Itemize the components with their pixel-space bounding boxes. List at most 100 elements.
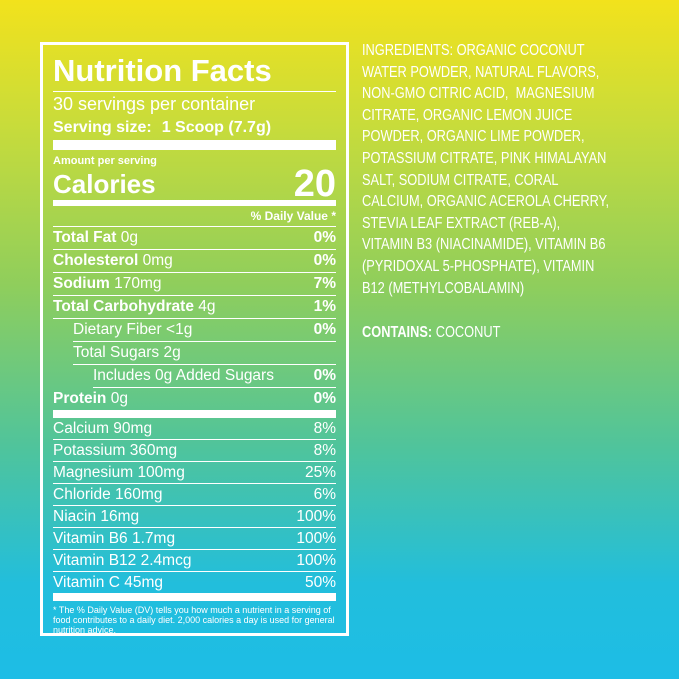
nutrient-name: Vitamin B6 xyxy=(53,529,128,547)
nutrient-row: Calcium 90mg 8% xyxy=(53,418,336,440)
ingredient-line: INGREDIENTS: ORGANIC COCONUT xyxy=(362,42,585,59)
daily-value: 0% xyxy=(313,390,336,407)
nutrient-text: Vitamin B12 2.4mcg xyxy=(53,552,191,570)
daily-value: 0% xyxy=(313,367,336,384)
nutrient-row: Vitamin B6 1.7mg 100% xyxy=(53,528,336,550)
nutrient-name: Total Sugars xyxy=(73,344,160,361)
serving-size-row: Serving size: 1 Scoop (7.7g) xyxy=(53,116,336,140)
nutrient-row: Cholesterol 0mg 0% xyxy=(53,250,336,273)
nutrient-name: Cholesterol xyxy=(53,252,139,269)
nutrient-name: Potassium xyxy=(53,441,126,459)
nutrient-name: Calcium xyxy=(53,419,109,437)
daily-value: 7% xyxy=(313,275,336,292)
nutrient-amount: 2.4mcg xyxy=(140,551,192,569)
daily-value: 6% xyxy=(313,485,336,503)
serving-size-label: Serving size: xyxy=(53,119,152,136)
contains-row: CONTAINS: COCONUT xyxy=(362,322,679,344)
daily-value: 0% xyxy=(313,229,336,246)
nutrient-name: Includes 0g Added Sugars xyxy=(93,367,274,384)
nutrient-amount: 160mg xyxy=(115,485,163,503)
nutrient-amount: 90mg xyxy=(113,419,153,437)
daily-value: 100% xyxy=(296,551,336,569)
ingredients: INGREDIENTS: ORGANIC COCONUT WATER POWDER… xyxy=(362,40,679,344)
thick-rule xyxy=(53,140,336,150)
nutrient-amount: 100mg xyxy=(137,463,185,481)
nutrient-text: Includes 0g Added Sugars xyxy=(93,367,274,385)
amount-per-serving: Amount per serving xyxy=(53,155,157,167)
calories-row: Calories 20 xyxy=(53,163,336,205)
nutrient-text: Magnesium 100mg xyxy=(53,464,185,482)
nutrient-amount: 360mg xyxy=(129,441,178,459)
daily-value: 50% xyxy=(304,573,336,591)
nutrient-amount: 45mg xyxy=(124,573,163,591)
nutrient-text: Protein 0g xyxy=(53,390,128,408)
nutrient-row: Sodium 170mg 7% xyxy=(53,273,336,296)
contains-value: COCONUT xyxy=(435,324,501,342)
nutrient-text: Sodium 170mg xyxy=(53,275,162,293)
nutrient-amount: 2g xyxy=(163,344,181,361)
ingredient-line: NON-GMO CITRIC ACID, MAGNESIUM xyxy=(362,85,595,103)
medium-rule xyxy=(53,200,336,206)
nutrient-text: Dietary Fiber <1g xyxy=(73,321,192,339)
nutrient-text: Niacin 16mg xyxy=(53,508,139,526)
thick-rule xyxy=(53,593,336,601)
nutrient-amount: 0g xyxy=(120,229,138,246)
nutrient-rows: Total Fat 0g 0% Cholesterol 0mg 0% Sodium 17… xyxy=(53,227,336,410)
nutrient-name: Chloride xyxy=(53,485,111,503)
nutrient-text: Total Fat 0g xyxy=(53,229,138,247)
nutrient-text: Chloride 160mg xyxy=(53,486,162,504)
nutrient-row: Total Carbohydrate 4g 1% xyxy=(53,296,336,319)
nutrient-text: Cholesterol 0mg xyxy=(53,252,173,270)
nutrient-amount: 170mg xyxy=(114,275,162,292)
nutrient-amount: 0mg xyxy=(142,252,173,269)
nutrient-name: Dietary Fiber xyxy=(73,321,162,338)
ingredient-line: VITAMIN B3 (NIACINAMIDE), VITAMIN B6 xyxy=(362,236,606,254)
nutrient-text: Vitamin C 45mg xyxy=(53,574,163,592)
daily-value: 0% xyxy=(313,321,336,338)
nutrient-amount: 0g xyxy=(110,390,128,407)
serving-size: 1 Scoop (7.7g) xyxy=(161,119,272,136)
calories-label: Calories xyxy=(53,168,156,199)
ingredient-line: (PYRIDOXAL 5-PHOSPHATE), VITAMIN xyxy=(362,257,595,275)
nutrient-row: Protein 0g 0% xyxy=(53,388,336,410)
daily-value-header: % Daily Value * xyxy=(53,206,336,227)
nutrient-name: Niacin xyxy=(53,507,97,525)
nutrition-label: Nutrition Facts 30 servings per containe… xyxy=(40,42,349,636)
ingredient-line: STEVIA LEAF EXTRACT (REB-A), xyxy=(362,214,561,232)
nutrient-row: Dietary Fiber <1g 0% xyxy=(73,319,336,342)
nutrient-name: Vitamin B12 xyxy=(53,551,137,569)
nutrient-amount: 1.7mg xyxy=(131,529,176,547)
nutrient-name: Magnesium xyxy=(53,463,134,481)
nutrient-row: Total Fat 0g 0% xyxy=(53,227,336,250)
label-title: Nutrition Facts xyxy=(53,51,336,92)
nutrient-row: Total Sugars 2g xyxy=(73,342,336,365)
nutrient-name: Protein xyxy=(53,390,107,407)
ingredient-line: WATER POWDER, NATURAL FLAVORS, xyxy=(362,63,600,81)
daily-value: 25% xyxy=(304,463,336,481)
nutrient-text: Vitamin B6 1.7mg xyxy=(53,530,175,548)
nutrient-name: Sodium xyxy=(53,275,110,292)
nutrient-row: Magnesium 100mg 25% xyxy=(53,462,336,484)
footnote: * The % Daily Value (DV) tells you how m… xyxy=(53,605,335,635)
ingredient-line: POTASSIUM CITRATE, PINK HIMALAYAN xyxy=(362,149,607,167)
ingredient-line: B12 (METHYLCOBALAMIN) xyxy=(362,279,525,297)
nutrient-amount: 16mg xyxy=(100,507,140,525)
nutrient-text: Potassium 360mg xyxy=(53,442,177,460)
daily-value: 100% xyxy=(296,529,336,547)
ingredient-lines: INGREDIENTS: ORGANIC COCONUT WATER POWDER… xyxy=(362,40,679,299)
nutrient-amount: 4g xyxy=(198,298,216,315)
daily-value: 100% xyxy=(296,507,336,525)
ingredient-line: POWDER, ORGANIC LIME POWDER, xyxy=(362,128,585,146)
ingredient-line: SALT, SODIUM CITRATE, CORAL xyxy=(362,171,559,189)
daily-value: 8% xyxy=(313,441,336,459)
nutrient-text: Total Sugars 2g xyxy=(73,344,181,362)
nutrient-row: Vitamin B12 2.4mcg 100% xyxy=(53,550,336,572)
nutrient-name: Total Fat xyxy=(53,229,117,246)
ingredient-line: CITRATE, ORGANIC LEMON JUICE xyxy=(362,106,573,124)
vitamin-rows: Calcium 90mg 8% Potassium 360mg 8% Magnesium… xyxy=(53,418,336,593)
daily-value: 0% xyxy=(313,252,336,269)
nutrient-row: Includes 0g Added Sugars 0% xyxy=(93,365,336,388)
nutrient-row: Potassium 360mg 8% xyxy=(53,440,336,462)
nutrient-row: Chloride 160mg 6% xyxy=(53,484,336,506)
